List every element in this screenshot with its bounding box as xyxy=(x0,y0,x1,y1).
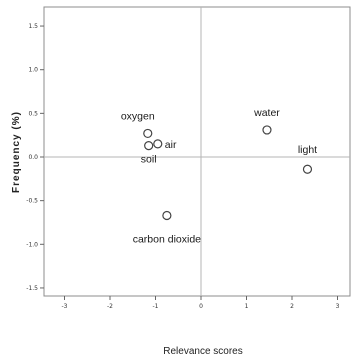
point-label: soil xyxy=(141,154,157,166)
x-tick-label: 0 xyxy=(199,303,203,310)
point-label: water xyxy=(253,107,280,119)
data-point-soil xyxy=(144,141,154,151)
data-points xyxy=(143,125,313,221)
x-tick-label: 2 xyxy=(290,303,294,310)
x-tick-label: -3 xyxy=(62,303,68,310)
data-point-oxygen xyxy=(143,128,153,139)
point-label: carbon dioxide xyxy=(133,233,201,245)
data-point-air xyxy=(153,139,163,149)
y-tick-label: -1.0 xyxy=(26,241,38,248)
x-axis-title: Relevance scores xyxy=(163,346,242,357)
data-point-light xyxy=(302,164,313,174)
y-axis-title: Frequency (%) xyxy=(11,111,22,193)
x-tick-label: -1 xyxy=(153,303,159,310)
y-tick-label: 0.0 xyxy=(28,154,38,161)
data-point-water xyxy=(262,125,272,135)
x-tick-label: 3 xyxy=(336,303,340,310)
x-tick-label: 1 xyxy=(245,303,249,310)
plot-frame xyxy=(43,6,351,297)
x-axis: -3 -2 -1 0 1 2 3 xyxy=(62,296,340,310)
point-label: light xyxy=(298,144,317,156)
y-tick-label: -0.5 xyxy=(26,198,38,205)
y-tick-label: 0.5 xyxy=(28,110,38,117)
y-tick-label: -1.5 xyxy=(26,285,38,292)
point-label: oxygen xyxy=(121,110,155,122)
x-tick-label: -2 xyxy=(107,303,113,310)
data-point-carbon-dioxide xyxy=(162,210,172,221)
y-axis: 1.5 1.0 0.5 0.0 -0.5 -1.0 -1.5 xyxy=(26,23,44,292)
y-tick-label: 1.5 xyxy=(28,23,38,30)
y-tick-label: 1.0 xyxy=(28,67,38,74)
point-label: air xyxy=(165,139,177,151)
